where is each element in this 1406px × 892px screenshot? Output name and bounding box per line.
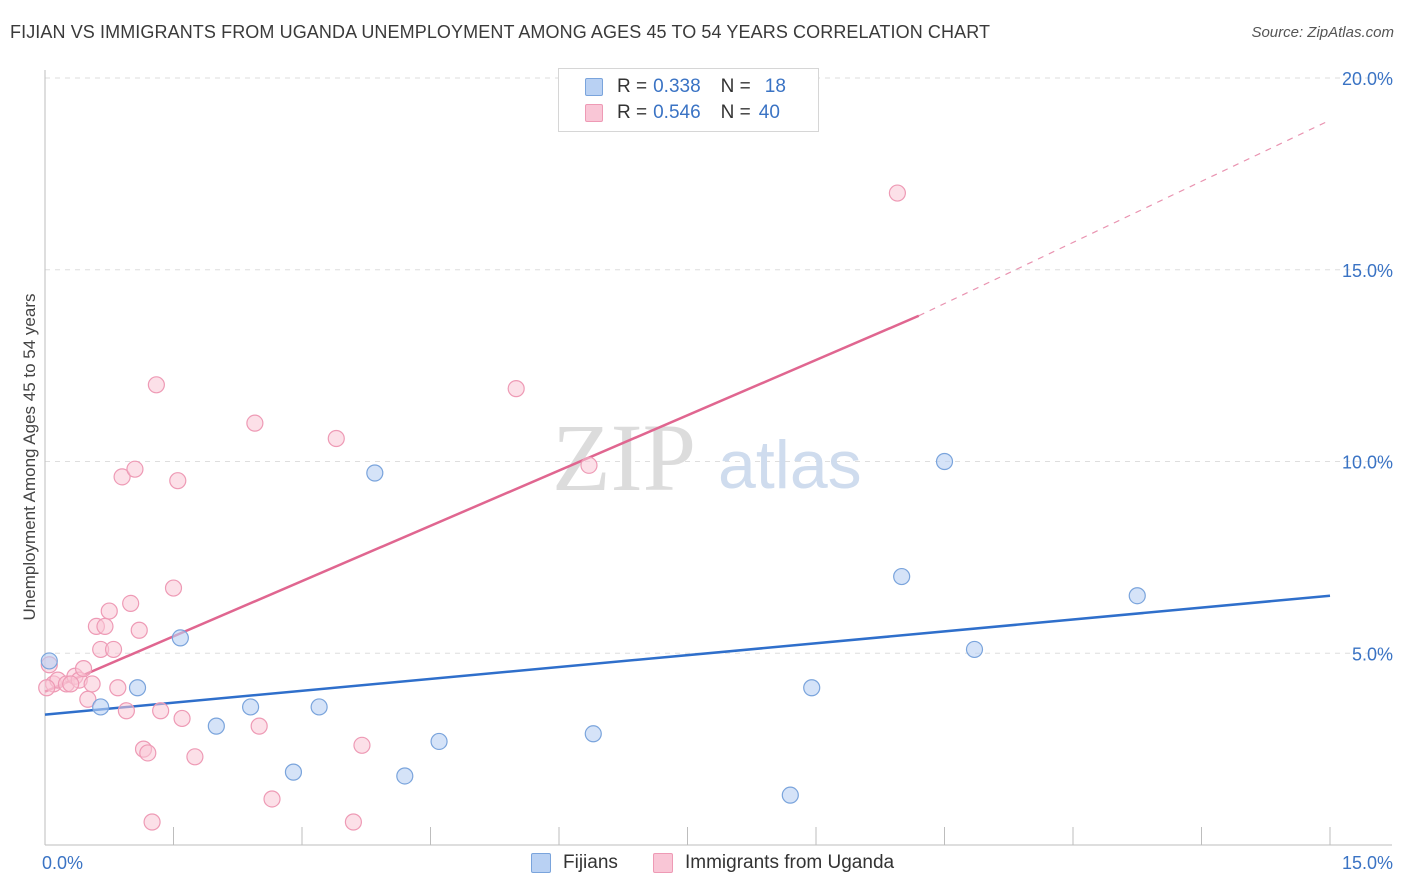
uganda-point	[139, 744, 157, 762]
uganda-point	[74, 659, 93, 678]
tick-labels: 5.0% 10.0% 15.0% 20.0% 0.0% 15.0%	[42, 69, 1393, 873]
correlation-legend: R = 0.338 N = 18 R = 0.546 N = 40	[558, 68, 819, 132]
legend-row-fijians: R = 0.338 N = 18	[585, 75, 786, 99]
uganda-point	[96, 617, 114, 636]
series-legend: Fijians Immigrants from Uganda	[0, 852, 1406, 876]
uganda-point	[173, 709, 191, 728]
fijian-point	[92, 698, 110, 716]
uganda-trend-line	[44, 314, 920, 693]
fijian-point	[965, 640, 984, 659]
fijian-point	[40, 652, 58, 670]
axes-layer	[44, 70, 1392, 846]
y-tick-label: 5.0%	[1352, 644, 1393, 664]
uganda-point	[104, 640, 123, 659]
fijians-legend-swatch	[531, 853, 551, 873]
uganda-point	[113, 468, 131, 486]
fijian-point	[207, 717, 225, 735]
uganda-point	[152, 702, 170, 720]
grid-layer	[45, 77, 1392, 654]
uganda-swatch	[585, 104, 603, 122]
uganda-legend-swatch	[653, 853, 673, 873]
source-label: Source: ZipAtlas.com	[1251, 24, 1394, 41]
uganda-point	[83, 675, 101, 693]
fijian-point	[584, 725, 602, 743]
uganda-point	[327, 429, 345, 448]
uganda-point	[353, 736, 371, 754]
fijian-point	[430, 732, 448, 751]
uganda-point	[122, 594, 140, 612]
fijians-trend-line	[44, 594, 1331, 716]
watermark-atlas: atlas	[718, 427, 862, 503]
y-tick-label: 15.0%	[1342, 261, 1393, 281]
r-label: R =	[617, 102, 648, 123]
uganda-point	[580, 456, 598, 474]
uganda-point	[109, 679, 127, 697]
trend-layer	[44, 119, 1331, 716]
uganda-point	[169, 472, 187, 490]
x-tick-label-min: 0.0%	[42, 853, 83, 873]
fijian-point	[242, 698, 260, 716]
y-tick-label: 10.0%	[1342, 453, 1393, 473]
uganda-n-value: 40	[758, 102, 780, 123]
uganda-point	[130, 621, 148, 639]
uganda-point	[246, 414, 264, 432]
uganda-point	[62, 675, 80, 693]
fijian-point	[128, 679, 147, 697]
uganda-point	[143, 813, 161, 831]
fijian-point	[781, 786, 799, 804]
fijians-r-value: 0.338	[653, 76, 701, 97]
legend-item-fijians[interactable]: Fijians	[531, 852, 618, 874]
fijians-legend-label: Fijians	[563, 852, 618, 873]
uganda-point	[164, 579, 183, 597]
fijian-point	[366, 464, 384, 482]
uganda-point	[117, 702, 135, 720]
uganda-point	[507, 380, 525, 398]
fijian-point	[803, 679, 821, 697]
fijian-point	[310, 698, 328, 716]
uganda-point	[344, 813, 362, 831]
r-label: R =	[617, 76, 648, 97]
x-tick-label-max: 15.0%	[1342, 853, 1393, 873]
fijians-swatch	[585, 78, 603, 96]
uganda-r-value: 0.546	[653, 102, 701, 123]
uganda-point	[100, 602, 118, 620]
n-label: N =	[720, 76, 751, 97]
fijian-point	[284, 763, 303, 781]
uganda-point	[888, 184, 906, 202]
points-layer	[38, 184, 1146, 831]
uganda-point	[250, 717, 268, 735]
fijian-point	[171, 629, 189, 647]
uganda-legend-label: Immigrants from Uganda	[685, 852, 895, 873]
legend-row-uganda: R = 0.546 N = 40	[585, 101, 780, 125]
fijian-point	[893, 567, 911, 586]
uganda-point	[147, 376, 165, 394]
uganda-point	[186, 748, 204, 766]
fijians-n-value: 18	[764, 76, 786, 97]
uganda-point	[126, 460, 144, 478]
fijian-point	[396, 767, 414, 785]
legend-item-uganda[interactable]: Immigrants from Uganda	[653, 852, 894, 874]
uganda-point	[38, 679, 56, 697]
fijian-point	[935, 452, 954, 471]
uganda-point	[263, 790, 281, 808]
uganda-trend-extrapolated	[918, 119, 1331, 317]
y-tick-label: 20.0%	[1342, 69, 1393, 89]
n-label: N =	[720, 102, 751, 123]
chart-title: FIJIAN VS IMMIGRANTS FROM UGANDA UNEMPLO…	[10, 22, 991, 42]
watermark: ZIP atlas	[552, 404, 862, 511]
fijian-point	[1128, 587, 1146, 605]
